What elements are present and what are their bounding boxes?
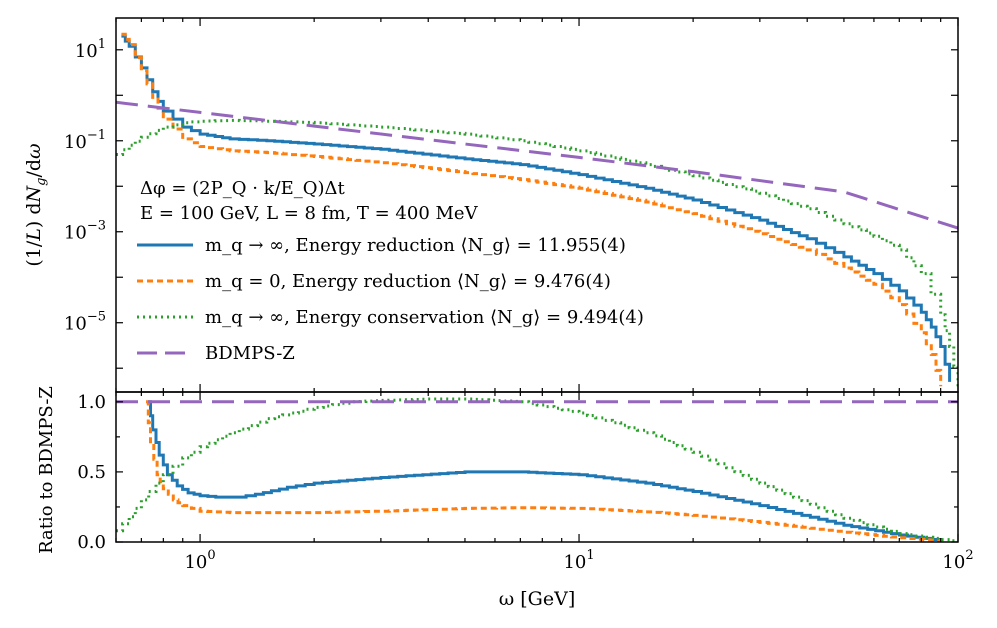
bottom-tick-labels: 0.0 0.5 1.0 100 101 102	[77, 392, 973, 573]
y-tick-label: 0.0	[77, 532, 106, 553]
y-tick-label: 1.0	[77, 392, 106, 413]
x-tick-label: 101	[563, 548, 594, 573]
series-line-mq_inf_reduction	[121, 34, 952, 382]
series-line-mq_zero_reduction	[121, 32, 943, 387]
legend-label-mq_inf_conservation: m_q → ∞, Energy conservation ⟨N_g⟩ = 9.4…	[205, 307, 644, 328]
x-tick-label: 100	[184, 548, 215, 573]
legend-label-mq_zero_reduction: m_q = 0, Energy reduction ⟨N_g⟩ = 9.476(…	[205, 271, 611, 292]
series-line-bdmpsz	[116, 100, 958, 230]
annotation: Δφ = (2P_Q · k/E_Q)Δt E = 100 GeV, L = 8…	[140, 178, 479, 224]
series-line-mq_inf_conservation	[116, 118, 958, 387]
series-line-ratio_mq_inf_reduction	[148, 400, 943, 541]
legend: m_q → ∞, Energy reduction ⟨N_g⟩ = 11.955…	[137, 235, 644, 364]
bottom-axis-ticks	[115, 392, 959, 543]
y-tick-label: 10−3	[64, 219, 106, 244]
x-axis-label: ω [GeV]	[499, 588, 576, 610]
bottom-series-group	[116, 397, 958, 542]
y-tick-label: 0.5	[77, 462, 106, 483]
annotation-line-1: Δφ = (2P_Q · k/E_Q)Δt	[140, 178, 346, 199]
y-tick-label: 10−1	[64, 128, 106, 153]
y-tick-label: 10−5	[64, 310, 106, 335]
x-tick-label: 102	[942, 548, 973, 573]
series-line-ratio_mq_zero_reduction	[146, 400, 943, 542]
top-y-axis-label: (1/L) dNg/dω	[23, 143, 49, 266]
annotation-line-2: E = 100 GeV, L = 8 fm, T = 400 MeV	[140, 203, 479, 224]
top-series-group	[116, 32, 958, 387]
bottom-panel: 0.0 0.5 1.0 100 101 102 Ratio to BDMPS-Z ω [G…	[36, 386, 974, 610]
legend-label-mq_inf_reduction: m_q → ∞, Energy reduction ⟨N_g⟩ = 11.955…	[205, 235, 626, 256]
bottom-plot-frame	[115, 391, 959, 543]
top-panel: 101 10−1 10−3 10−5 (1/L) dNg/dω Δφ = (2P_Q …	[23, 17, 959, 393]
y-tick-label: 101	[75, 37, 106, 62]
legend-label-bdmpsz: BDMPS-Z	[205, 343, 295, 364]
svg-text:(1/L) dNg/dω: (1/L) dNg/dω	[23, 143, 49, 266]
top-y-tick-labels: 101 10−1 10−3 10−5	[64, 37, 106, 335]
bottom-y-axis-label: Ratio to BDMPS-Z	[36, 386, 57, 554]
